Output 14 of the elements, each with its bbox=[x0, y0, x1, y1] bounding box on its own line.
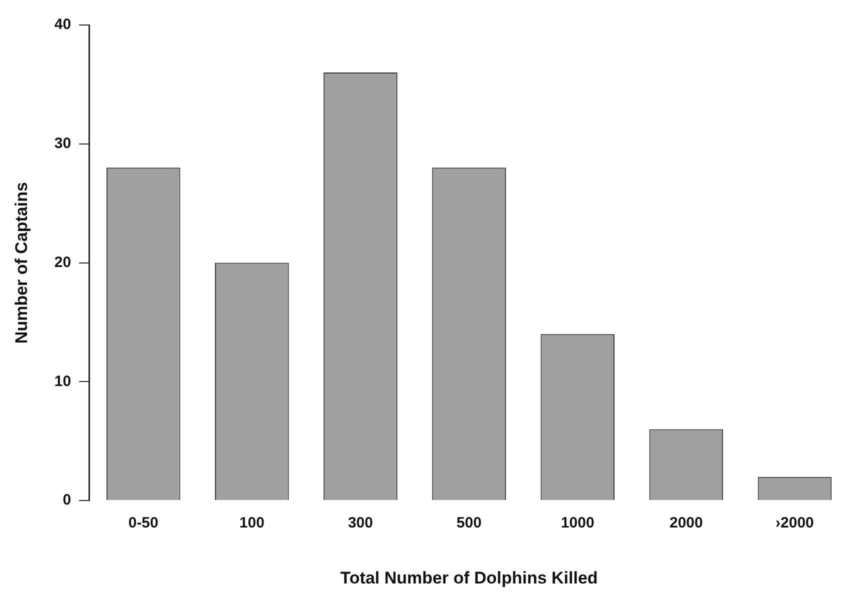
x-tick-label: 1000 bbox=[560, 514, 594, 532]
y-tick-label: 30 bbox=[54, 135, 72, 152]
x-tick-label: 500 bbox=[456, 514, 482, 532]
x-tick-label: 300 bbox=[348, 514, 373, 532]
y-axis-title: Number of Captains bbox=[12, 182, 31, 344]
x-tick-label: 0-50 bbox=[128, 514, 158, 532]
x-tick-label: 2000 bbox=[669, 514, 703, 532]
x-axis-title: Total Number of Dolphins Killed bbox=[340, 568, 598, 588]
x-tick-label: ›2000 bbox=[776, 514, 814, 532]
x-tick-label: 100 bbox=[239, 514, 264, 532]
y-tick-label: 0 bbox=[62, 492, 72, 509]
y-tick-label: 20 bbox=[54, 254, 72, 271]
y-tick-label: 40 bbox=[54, 16, 72, 34]
y-tick-label: 10 bbox=[54, 372, 72, 390]
